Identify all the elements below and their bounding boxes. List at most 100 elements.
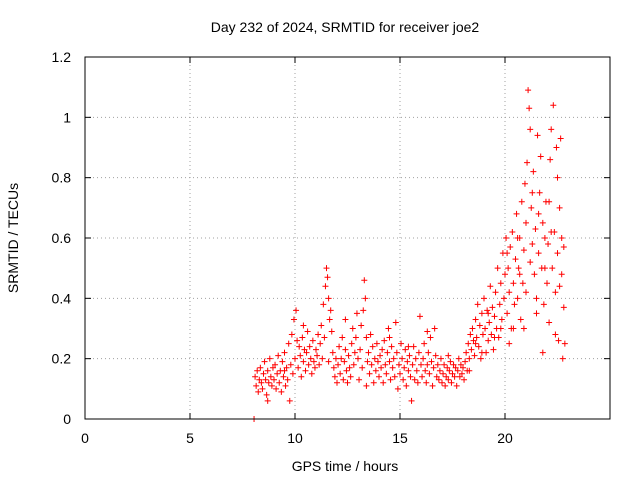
data-point: [449, 370, 456, 377]
data-point: [297, 352, 304, 359]
data-point: [261, 358, 268, 365]
data-point: [520, 247, 527, 254]
data-point: [300, 358, 307, 365]
data-point: [413, 367, 420, 374]
data-point: [325, 295, 332, 302]
data-point: [385, 325, 392, 332]
data-point: [350, 361, 357, 368]
data-point: [280, 373, 287, 380]
data-point: [436, 367, 443, 374]
data-point: [308, 370, 315, 377]
data-point: [560, 304, 567, 311]
data-point: [383, 370, 390, 377]
data-point: [419, 373, 426, 380]
data-point: [298, 373, 305, 380]
tick-labels: 0 5 10 15 20 0 0.2 0.4 0.6 0.8 1 1.2: [52, 49, 513, 446]
data-point: [420, 355, 427, 362]
data-point: [386, 334, 393, 341]
data-point: [460, 364, 466, 371]
data-point: [452, 364, 459, 371]
data-point: [359, 364, 366, 371]
data-point: [547, 156, 554, 163]
data-point: [430, 364, 437, 371]
data-point: [378, 364, 385, 371]
data-point: [392, 319, 399, 326]
data-point: [404, 358, 411, 365]
data-point: [418, 361, 424, 368]
plot-frame: [84, 56, 611, 420]
data-point: [311, 364, 318, 371]
data-point: [295, 364, 302, 371]
data-point: [342, 316, 349, 323]
data-point: [433, 373, 440, 380]
data-point: [415, 349, 422, 356]
data-point: [466, 355, 473, 362]
data-point: [539, 349, 546, 356]
data-point: [557, 135, 564, 142]
data-point: [381, 337, 388, 344]
data-point: [486, 319, 493, 326]
data-point: [462, 358, 469, 365]
data-point: [559, 355, 566, 362]
data-point: [489, 304, 496, 311]
data-point: [561, 340, 568, 347]
data-point: [386, 358, 393, 365]
data-point: [264, 397, 271, 404]
data-point: [439, 379, 445, 386]
data-point: [273, 385, 280, 392]
data-point: [258, 379, 265, 386]
data-point: [322, 283, 329, 290]
data-point: [304, 328, 311, 335]
data-point: [469, 325, 476, 332]
data-point: [485, 337, 492, 344]
x-tick-label: 20: [497, 430, 513, 446]
data-point: [380, 379, 387, 386]
data-point: [514, 295, 521, 302]
y-tick-label: 0: [63, 411, 71, 427]
data-point: [406, 352, 413, 359]
data-point: [556, 204, 563, 211]
data-point: [252, 373, 259, 380]
data-point: [485, 310, 492, 317]
data-point: [345, 352, 352, 359]
x-axis-label: GPS time / hours: [292, 458, 399, 474]
data-point: [540, 301, 547, 308]
data-point: [546, 198, 553, 205]
data-point: [397, 370, 403, 377]
data-point: [466, 367, 473, 374]
data-point: [527, 126, 534, 133]
data-point: [340, 376, 347, 383]
data-point: [445, 352, 452, 359]
data-point: [502, 271, 508, 278]
data-point: [534, 132, 541, 139]
data-point: [262, 376, 269, 383]
data-point: [339, 334, 346, 341]
data-point: [281, 349, 288, 356]
data-point: [461, 376, 468, 383]
data-point: [317, 340, 324, 347]
data-point: [332, 355, 339, 362]
data-point: [479, 331, 486, 338]
data-point: [434, 361, 441, 368]
data-point: [478, 310, 485, 317]
data-point: [269, 364, 276, 371]
data-point: [451, 373, 458, 380]
data-point: [506, 289, 513, 296]
data-point: [323, 265, 330, 272]
data-point: [478, 349, 485, 356]
data-point: [283, 364, 290, 371]
data-point: [533, 310, 540, 317]
data-point: [454, 367, 461, 374]
y-tick-label: 1: [63, 109, 71, 125]
data-point: [524, 159, 531, 166]
y-tick-label: 0.4: [52, 290, 72, 306]
data-point: [550, 102, 557, 109]
data-point: [529, 189, 536, 196]
data-point: [548, 228, 555, 235]
data-point: [313, 346, 319, 353]
data-point: [363, 334, 370, 341]
data-point: [496, 301, 503, 308]
data-point: [445, 376, 452, 383]
data-point: [409, 361, 416, 368]
data-point: [265, 379, 272, 386]
